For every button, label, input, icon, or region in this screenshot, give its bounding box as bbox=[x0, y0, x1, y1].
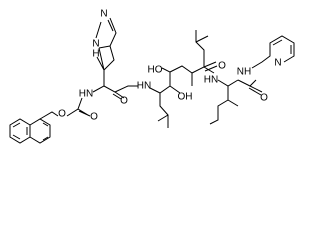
atom-label: N bbox=[274, 58, 281, 69]
atom-label: N bbox=[92, 39, 99, 50]
atom-label: HN bbox=[137, 81, 151, 92]
atom-label: O bbox=[260, 93, 268, 104]
atom-label: HN bbox=[79, 89, 93, 100]
atom-label: OH bbox=[178, 92, 193, 103]
atom-label: O bbox=[90, 112, 98, 123]
atom-label: O bbox=[120, 96, 128, 107]
atom-label: H bbox=[92, 49, 99, 60]
atom-label: HN bbox=[204, 75, 218, 86]
atom-label: O bbox=[58, 109, 66, 120]
atom-label: HO bbox=[148, 65, 163, 76]
atom-label: N bbox=[100, 9, 107, 20]
atom-label: O bbox=[218, 61, 226, 72]
bonds bbox=[9, 17, 295, 144]
atom-label: NH bbox=[237, 67, 251, 78]
